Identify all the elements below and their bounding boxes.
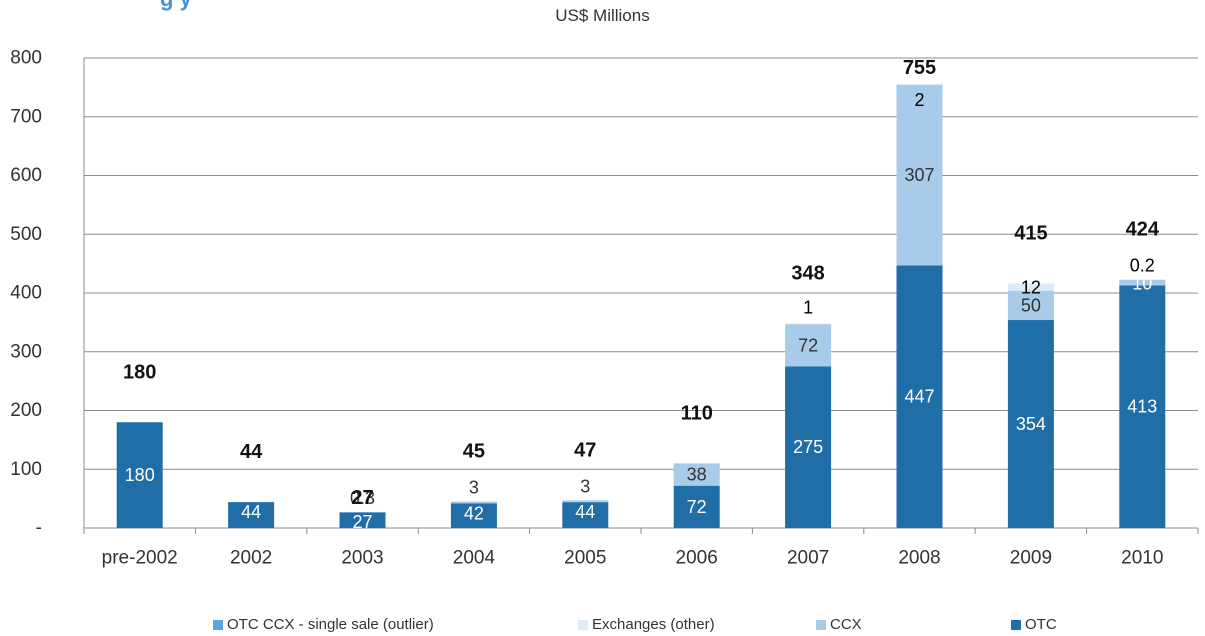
total-label: 755 xyxy=(903,57,936,79)
data-label-exchanges-other: 12 xyxy=(1021,278,1041,298)
bar-segment xyxy=(339,512,386,528)
x-tick-label: 2007 xyxy=(787,548,829,569)
chart-title-partial: g y xyxy=(160,0,192,12)
x-tick-label: 2009 xyxy=(1010,548,1052,569)
data-label-ccx: 38 xyxy=(687,465,707,485)
x-tick-label: 2003 xyxy=(341,548,383,569)
data-label-otc: 27 xyxy=(352,512,372,532)
total-label: 424 xyxy=(1126,218,1160,240)
bar-segment xyxy=(562,500,609,503)
y-tick-label: 500 xyxy=(10,224,42,245)
total-label: 47 xyxy=(574,439,596,461)
bar-segment xyxy=(896,265,943,528)
data-label-ccx: 50 xyxy=(1021,295,1041,315)
data-label-otc: 44 xyxy=(241,502,261,522)
total-label: 45 xyxy=(463,441,485,463)
bar-segment xyxy=(228,502,275,528)
data-label-ccx: 72 xyxy=(798,335,818,355)
data-label-otc: 42 xyxy=(464,503,484,523)
data-label-ccx: 3 xyxy=(469,478,479,498)
y-tick-label: - xyxy=(36,518,42,539)
x-tick-label: 2005 xyxy=(564,548,606,569)
total-label: 27 xyxy=(351,487,373,509)
bar-segment xyxy=(785,324,832,367)
y-tick-label: 100 xyxy=(10,459,42,480)
chart-subtitle: US$ Millions xyxy=(555,6,650,25)
bar-segment xyxy=(1007,283,1054,291)
legend-label-otc-ccx-outlier: OTC CCX - single sale (outlier) xyxy=(227,616,434,633)
legend-item-otc-ccx-outlier: OTC CCX - single sale (outlier) xyxy=(213,616,434,633)
x-tick-label: pre-2002 xyxy=(102,548,178,569)
bar-segment xyxy=(673,485,720,528)
legend-item-ccx: CCX xyxy=(816,616,862,633)
x-tick-label: 2010 xyxy=(1121,548,1163,569)
data-label-otc: 413 xyxy=(1127,397,1157,417)
data-label-ccx: 10 xyxy=(1132,273,1152,293)
y-tick-label: 800 xyxy=(10,48,42,69)
data-label-ccx: 307 xyxy=(904,165,934,185)
data-label-ccx: 3 xyxy=(580,476,590,496)
bar-segment xyxy=(785,323,832,325)
bar-segment xyxy=(673,463,720,486)
chart-legend: OTC CCX - single sale (outlier) Exchange… xyxy=(0,616,1205,636)
x-tick-label: 2004 xyxy=(453,548,496,569)
y-tick-label: 200 xyxy=(10,400,42,421)
bar-segment xyxy=(116,422,163,528)
legend-swatch-ccx xyxy=(816,619,826,630)
x-tick-label: 2006 xyxy=(676,548,718,569)
x-tick-label: 2002 xyxy=(230,548,272,569)
data-label-exchanges-other: 2 xyxy=(914,90,924,110)
legend-swatch-otc xyxy=(1011,619,1021,630)
legend-item-exchanges-other: Exchanges (other) xyxy=(578,616,715,633)
data-label-otc: 44 xyxy=(575,502,595,522)
bar-segment xyxy=(896,83,943,86)
total-label: 44 xyxy=(240,441,263,463)
total-label: 415 xyxy=(1014,223,1047,245)
legend-label-ccx: CCX xyxy=(830,616,862,633)
bar-segment xyxy=(1119,279,1166,280)
bar-segment xyxy=(450,501,497,504)
data-label-otc: 180 xyxy=(125,465,155,485)
legend-label-exchanges-other: Exchanges (other) xyxy=(592,616,715,633)
bar-segment xyxy=(1119,279,1166,286)
total-label: 348 xyxy=(791,263,824,285)
bar-segment xyxy=(896,85,943,266)
legend-label-otc: OTC xyxy=(1025,616,1057,633)
bar-segment xyxy=(450,503,497,528)
data-label-exchanges-other: 1 xyxy=(803,298,813,318)
data-label-otc: 447 xyxy=(904,387,934,407)
data-label-exchanges-other: 0.2 xyxy=(1130,255,1155,275)
bar-segment xyxy=(1007,320,1054,528)
y-tick-label: 300 xyxy=(10,341,42,362)
legend-swatch-exchanges-other xyxy=(578,619,588,630)
data-label-otc: 275 xyxy=(793,437,823,457)
legend-item-otc: OTC xyxy=(1011,616,1057,633)
y-tick-label: 700 xyxy=(10,106,42,127)
total-label: 110 xyxy=(681,402,713,424)
bar-segment xyxy=(1119,285,1166,528)
data-label-ccx: 0.3 xyxy=(350,488,375,508)
y-tick-label: 600 xyxy=(10,165,42,186)
data-label-otc: 354 xyxy=(1016,414,1046,434)
x-tick-label: 2008 xyxy=(898,548,940,569)
legend-swatch-otc-ccx-outlier xyxy=(213,619,223,630)
total-label: 180 xyxy=(123,361,156,383)
bar-segment xyxy=(1007,290,1054,321)
y-tick-label: 400 xyxy=(10,283,42,304)
data-label-otc: 72 xyxy=(687,497,707,517)
bar-segment xyxy=(339,511,386,513)
bar-segment xyxy=(785,366,832,528)
bar-segment xyxy=(562,502,609,528)
